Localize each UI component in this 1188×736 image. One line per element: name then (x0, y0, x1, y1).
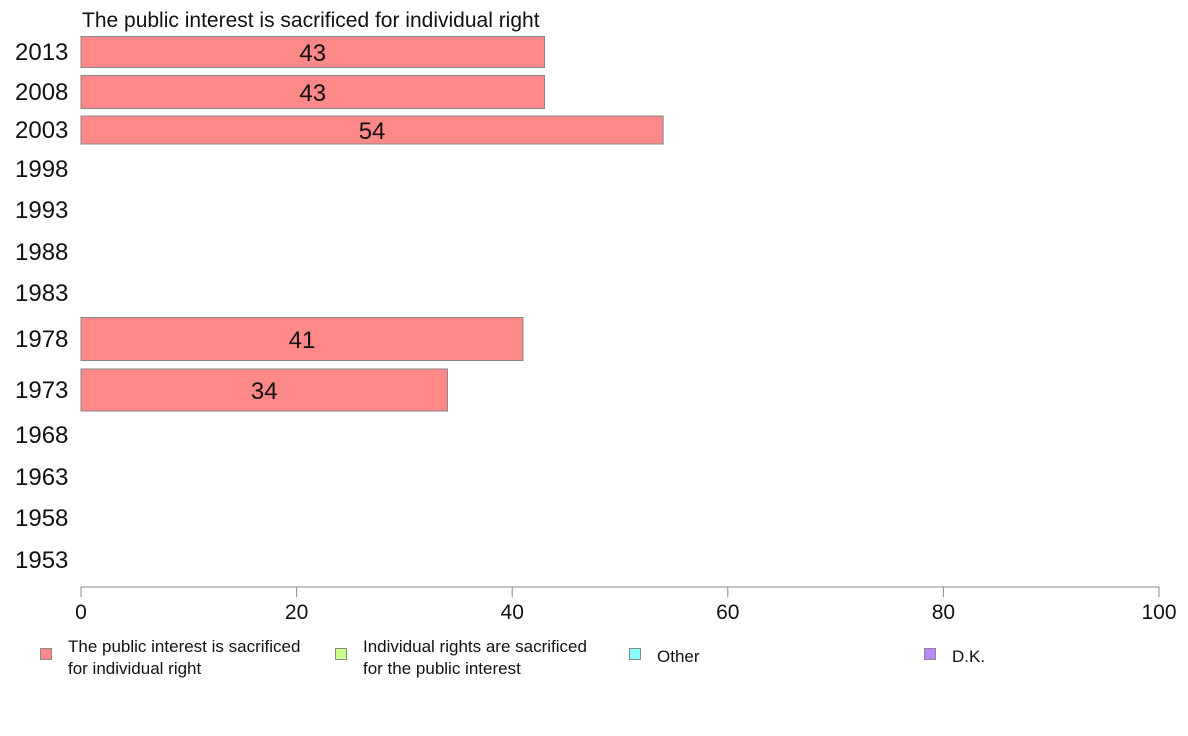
y-tick-label: 1998 (15, 156, 68, 183)
x-tick-label: 60 (716, 601, 739, 620)
y-tick-label: 1983 (15, 280, 68, 307)
y-tick-label: 2003 (15, 117, 68, 144)
bar (80, 75, 546, 109)
x-tick-label: 0 (75, 601, 87, 620)
bar-value-label: 41 (289, 327, 316, 354)
legend-item-individual-rights-sacrificed: Individual rights are sacrificed for the… (335, 636, 587, 680)
bar-value-label: 43 (299, 40, 326, 67)
bars-layer: 43 43 54 41 34 (80, 36, 664, 412)
legend-item-public-interest-sacrificed: The public interest is sacrificed for in… (40, 636, 300, 680)
y-tick-label: 2013 (15, 39, 68, 66)
y-tick-label: 1963 (15, 464, 68, 491)
y-tick-label: 1973 (15, 377, 68, 404)
x-tick-label: 20 (285, 601, 308, 620)
x-tick-label: 100 (1141, 601, 1176, 620)
x-tick-label: 80 (932, 601, 955, 620)
chart-title: The public interest is sacrificed for in… (82, 9, 540, 32)
y-tick-label: 1993 (15, 197, 68, 224)
legend-label: Individual rights are sacrificed for the… (363, 637, 587, 678)
bar-value-label: 34 (251, 378, 278, 405)
legend: The public interest is sacrificed for in… (0, 636, 1188, 686)
bar (80, 36, 546, 68)
legend-item-other: Other (629, 636, 700, 668)
legend-swatch (629, 648, 641, 660)
legend-label: The public interest is sacrificed for in… (68, 637, 301, 678)
bar-value-label: 43 (299, 80, 326, 107)
legend-swatch (924, 648, 936, 660)
x-tick-label: 40 (501, 601, 524, 620)
bar-chart: The public interest is sacrificed for in… (15, 9, 1177, 620)
x-axis: 0 20 40 60 80 100 (75, 586, 1177, 620)
legend-label: Other (657, 647, 700, 666)
y-tick-label: 1953 (15, 547, 68, 574)
y-axis-labels: 2013 2008 2003 1998 1993 1988 1983 1978 1973 1968… (15, 39, 68, 574)
bar (80, 115, 664, 145)
bar (80, 368, 449, 412)
y-tick-label: 1968 (15, 422, 68, 449)
legend-item-dk: D.K. (924, 636, 985, 668)
y-tick-label: 2008 (15, 79, 68, 106)
y-tick-label: 1978 (15, 326, 68, 353)
bar (80, 317, 524, 361)
bar-value-label: 54 (359, 118, 386, 145)
y-tick-label: 1988 (15, 239, 68, 266)
legend-swatch (335, 648, 347, 660)
legend-label: D.K. (952, 647, 986, 666)
y-tick-label: 1958 (15, 505, 68, 532)
legend-swatch (40, 648, 52, 660)
